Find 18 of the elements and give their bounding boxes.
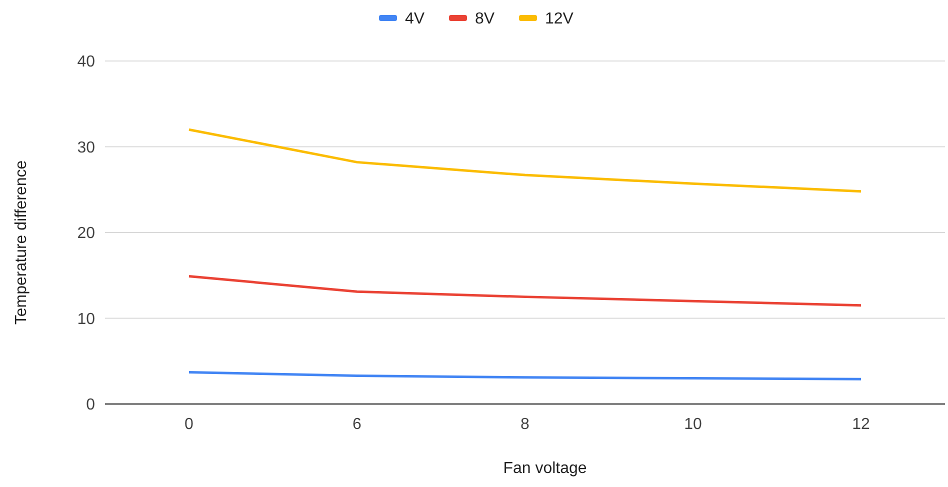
line-series [188, 274, 862, 307]
y-tick-label: 30 [77, 139, 96, 156]
x-tick-label: 12 [852, 416, 870, 433]
x-axis-title: Fan voltage [503, 460, 587, 477]
y-tick-label: 20 [77, 225, 96, 242]
x-tick-label: 8 [520, 416, 530, 433]
y-tick-label: 10 [77, 310, 96, 328]
x-tick-label: 6 [352, 416, 362, 433]
line-series [188, 128, 862, 193]
legend-label: 4V [405, 10, 425, 28]
x-tick-label: 0 [184, 416, 194, 433]
legend-label: 8V [475, 10, 495, 28]
y-axis-title: Temperature difference [13, 160, 30, 325]
y-tick-label: 0 [86, 396, 96, 414]
y-tick-label: 40 [77, 54, 96, 71]
legend-label: 12V [545, 10, 574, 28]
x-tick-label: 10 [684, 416, 702, 433]
line-series [188, 371, 862, 380]
